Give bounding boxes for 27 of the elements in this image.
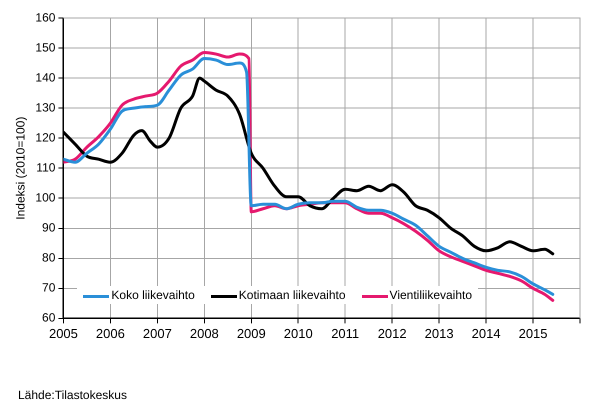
y-tick-label: 130 xyxy=(35,100,56,114)
y-tick-label: 140 xyxy=(35,70,56,84)
legend-label: Koko liikevaihto xyxy=(110,288,195,302)
x-tick-label: 2007 xyxy=(142,326,172,341)
x-tick-label: 2012 xyxy=(378,326,407,341)
text: Lähde:Tilastokeskus xyxy=(18,388,127,402)
y-tick-label: 70 xyxy=(42,280,56,295)
x-tick-label: 2010 xyxy=(284,326,313,341)
x-tick-label: 2005 xyxy=(48,326,78,341)
x-tick-label: 2015 xyxy=(518,326,548,341)
y-tick-label: 150 xyxy=(35,40,56,54)
x-tick-label: 2014 xyxy=(472,326,501,341)
x-tick-label: 2011 xyxy=(331,326,360,341)
x-tick-label: 2009 xyxy=(236,326,266,341)
x-tick-label: 2006 xyxy=(96,326,125,341)
y-tick-label: 100 xyxy=(35,190,56,205)
y-tick-label: 60 xyxy=(42,310,56,325)
y-tick-label: 80 xyxy=(42,250,56,265)
y-tick-label: 120 xyxy=(35,130,56,144)
legend-label: Vientiliikevaihto xyxy=(388,288,472,302)
y-tick-label: 160 xyxy=(35,10,56,24)
y-tick-label: 110 xyxy=(36,160,56,175)
x-tick-label: 2013 xyxy=(424,326,454,341)
y-tick-label: 90 xyxy=(42,220,56,235)
x-tick-label: 2008 xyxy=(190,326,219,341)
legend-label: Kotimaan liikevaihto xyxy=(238,288,346,302)
y-axis-title: Indeksi (2010=100) xyxy=(14,116,28,220)
